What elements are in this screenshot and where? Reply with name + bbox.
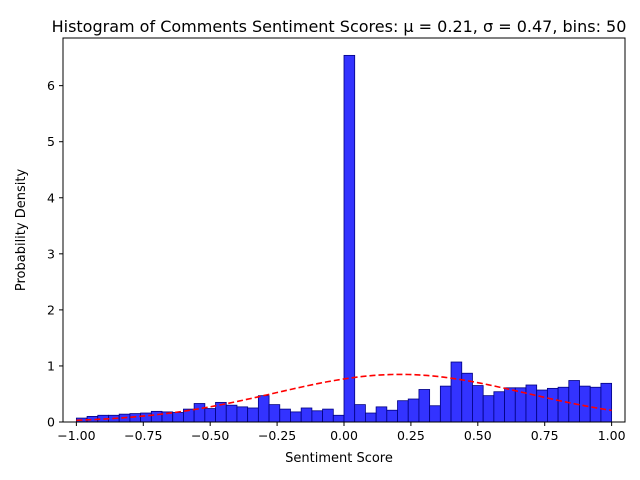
- histogram-bar: [525, 384, 538, 423]
- histogram-bar: [472, 385, 484, 423]
- x-tick-label: 0.50: [464, 428, 492, 443]
- histogram-bar: [557, 386, 570, 423]
- x-tick-label: −0.50: [191, 428, 229, 443]
- histogram-bar: [386, 409, 398, 423]
- histogram-bar: [279, 408, 291, 423]
- histogram-bar: [450, 361, 463, 423]
- histogram-bar: [204, 408, 216, 423]
- histogram-bar: [589, 386, 602, 423]
- histogram-bar: [365, 412, 377, 423]
- histogram-bar: [407, 398, 420, 423]
- histogram-bar: [482, 395, 495, 423]
- x-axis-label: Sentiment Score: [285, 451, 393, 466]
- chart-title: Histogram of Comments Sentiment Scores: …: [52, 17, 627, 36]
- histogram-bar: [354, 404, 366, 423]
- histogram-bar: [193, 403, 206, 423]
- histogram-bar: [504, 387, 516, 423]
- normal-pdf-curve: [76, 373, 612, 422]
- y-tick-label: 2: [47, 302, 55, 317]
- histogram-bar: [536, 389, 548, 423]
- histogram-bar: [290, 411, 302, 423]
- histogram-bar: [600, 382, 613, 423]
- histogram-bar: [140, 412, 152, 423]
- histogram-bar: [150, 410, 163, 423]
- y-axis-label: Probability Density: [14, 169, 29, 292]
- y-tick-label: 6: [47, 78, 55, 93]
- y-tick-label: 0: [47, 415, 55, 430]
- x-tick-label: −0.25: [258, 428, 296, 443]
- y-axis-ticks: 0 1 2 3 4 5 6: [47, 78, 63, 430]
- histogram-bar: [300, 407, 313, 423]
- histogram-bar: [493, 391, 505, 423]
- histogram-bar: [311, 410, 323, 423]
- histogram-bar: [579, 385, 591, 423]
- histogram-bar: [236, 406, 249, 423]
- histogram-bar: [332, 414, 345, 423]
- y-tick-label: 1: [47, 358, 55, 373]
- histogram-bar: [343, 54, 356, 423]
- y-tick-label: 4: [47, 190, 55, 205]
- histogram-bar: [225, 404, 238, 423]
- histogram-bar: [397, 400, 409, 423]
- y-tick-label: 5: [47, 134, 55, 149]
- histogram-bar: [247, 407, 259, 423]
- histogram-bar: [439, 385, 452, 423]
- x-tick-label: 0.75: [531, 428, 559, 443]
- histogram-bar: [172, 412, 184, 423]
- x-tick-label: 1.00: [598, 428, 626, 443]
- histogram-bar: [257, 395, 270, 423]
- histogram-bar: [418, 389, 431, 423]
- histogram-bar: [375, 406, 388, 423]
- x-tick-label: −1.00: [57, 428, 95, 443]
- x-tick-label: 0.00: [330, 428, 358, 443]
- histogram-bars: [75, 54, 613, 423]
- histogram-bar: [322, 408, 334, 423]
- x-tick-label: 0.25: [397, 428, 425, 443]
- histogram-bar: [429, 405, 441, 423]
- histogram-bar: [546, 387, 559, 423]
- histogram-bar: [268, 404, 281, 423]
- x-axis-ticks: −1.00 −0.75 −0.50 −0.25 0.00 0.25 0.50 0.75 1.00: [57, 422, 626, 443]
- x-tick-label: −0.75: [124, 428, 162, 443]
- y-tick-label: 3: [47, 246, 55, 261]
- histogram-bar: [568, 380, 580, 423]
